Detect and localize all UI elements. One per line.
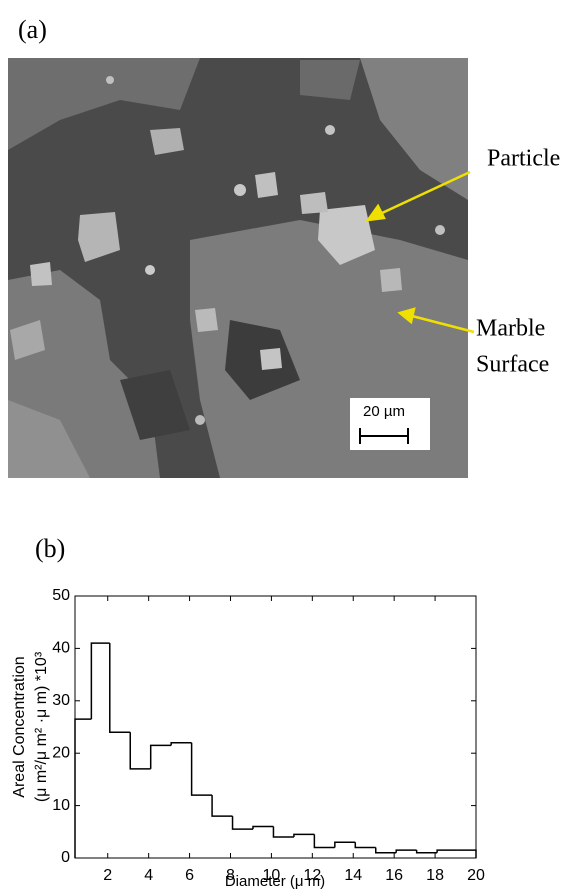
histogram-step [293,833,315,838]
histogram-step [354,842,376,849]
x-tick-label: 18 [426,867,444,884]
x-tick-label: 8 [226,867,235,884]
x-axis-label: Diameter (μ m) [225,873,325,890]
histogram-step [170,741,192,746]
marble-label: Marble [476,316,545,342]
y-tick-label: 40 [52,640,70,657]
x-tick-label: 4 [144,867,153,884]
annotation-arrows [365,170,475,334]
y-tick-label: 10 [52,797,70,814]
histogram-step [252,825,274,830]
x-tick-label: 10 [263,867,281,884]
plot-frame [74,595,477,859]
histogram: 0 10 20 30 40 50 2 4 6 8 10 12 14 16 18 20 [52,587,485,884]
histogram-step [231,816,253,830]
histogram-step [149,744,172,769]
histogram-step [436,849,458,853]
histogram-step [109,643,131,733]
particle-label: Particle [487,146,560,172]
panel-label: (a) [18,15,47,44]
y-tick-label: 30 [52,692,70,709]
x-tick-label: 16 [385,867,403,884]
histogram-step [395,849,417,853]
x-tick-label: 14 [344,867,362,884]
x-tick-label: 6 [185,867,194,884]
x-tick-label: 12 [303,867,321,884]
y-tick-label: 50 [52,587,70,604]
x-tick-label: 20 [467,867,485,884]
panel-label: (b) [35,534,65,563]
scale-bar-label: 20 µm [363,403,405,420]
y-axis-label: Areal Concentration [11,656,28,797]
sem-image: 20 µm [8,58,468,478]
histogram-step [457,849,477,858]
histogram-step [74,718,92,858]
y-tick-label: 20 [52,744,70,761]
surface-label: Surface [476,352,549,378]
histogram-step [334,841,356,848]
histogram-step [375,847,397,854]
histogram-step [313,834,335,849]
histogram-step [129,732,151,770]
y-axis-label: (μ m²/μ m² ·μ m) *10³ [33,651,50,802]
y-tick-label: 0 [61,849,70,866]
histogram-step [90,642,110,720]
histogram-step [211,795,233,817]
histogram-step [190,742,213,796]
histogram-step [415,850,438,854]
x-tick-label: 2 [103,867,112,884]
histogram-step [272,826,294,838]
